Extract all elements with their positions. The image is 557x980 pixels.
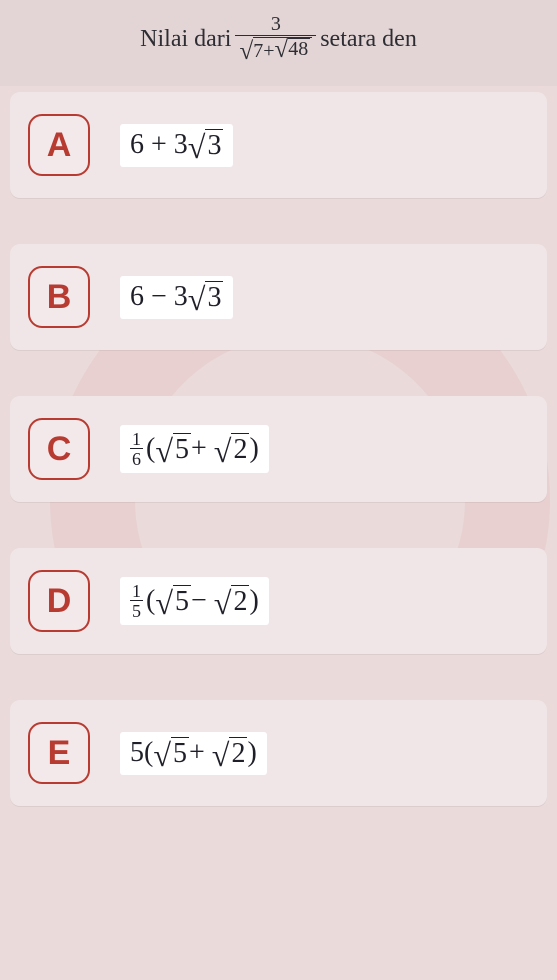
option-answer: 1 6 ( √5 + √2 ) <box>120 425 269 473</box>
small-fraction: 1 5 <box>130 582 143 620</box>
question-fraction: 3 √ 7+ √ 48 <box>235 14 316 64</box>
option-b[interactable]: B 6 − 3 √3 <box>10 244 547 350</box>
fraction-denominator: √ 7+ √ 48 <box>235 35 316 64</box>
sqrt-icon: √3 <box>188 129 224 162</box>
sqrt-icon: √5 <box>155 585 191 618</box>
option-c[interactable]: C 1 6 ( √5 + √2 ) <box>10 396 547 502</box>
small-fraction: 1 6 <box>130 430 143 468</box>
outer-sqrt: √ 7+ √ 48 <box>239 37 312 62</box>
option-letter: E <box>28 722 90 784</box>
sqrt-icon: √5 <box>153 737 189 770</box>
inner-sqrt: √ 48 <box>274 38 310 60</box>
option-answer: 5 ( √5 + √2 ) <box>120 732 267 775</box>
option-letter: B <box>28 266 90 328</box>
option-answer: 1 5 ( √5 − √2 ) <box>120 577 269 625</box>
option-answer: 6 − 3 √3 <box>120 276 233 319</box>
sqrt-icon: √2 <box>214 585 250 618</box>
option-letter: C <box>28 418 90 480</box>
question-prefix: Nilai dari <box>140 26 231 53</box>
sqrt-icon: √3 <box>188 281 224 314</box>
options-list: A 6 + 3 √3 B 6 − 3 √3 C 1 6 ( √5 + √2 ) … <box>0 86 557 806</box>
option-answer: 6 + 3 √3 <box>120 124 233 167</box>
option-letter: D <box>28 570 90 632</box>
option-e[interactable]: E 5 ( √5 + √2 ) <box>10 700 547 806</box>
option-letter: A <box>28 114 90 176</box>
sqrt-icon: √2 <box>212 737 248 770</box>
question-text: Nilai dari 3 √ 7+ √ 48 setara den <box>0 0 557 86</box>
sqrt-icon: √5 <box>155 433 191 466</box>
option-d[interactable]: D 1 5 ( √5 − √2 ) <box>10 548 547 654</box>
question-suffix: setara den <box>320 26 417 53</box>
sqrt-icon: √2 <box>214 433 250 466</box>
fraction-numerator: 3 <box>267 14 285 35</box>
option-a[interactable]: A 6 + 3 √3 <box>10 92 547 198</box>
